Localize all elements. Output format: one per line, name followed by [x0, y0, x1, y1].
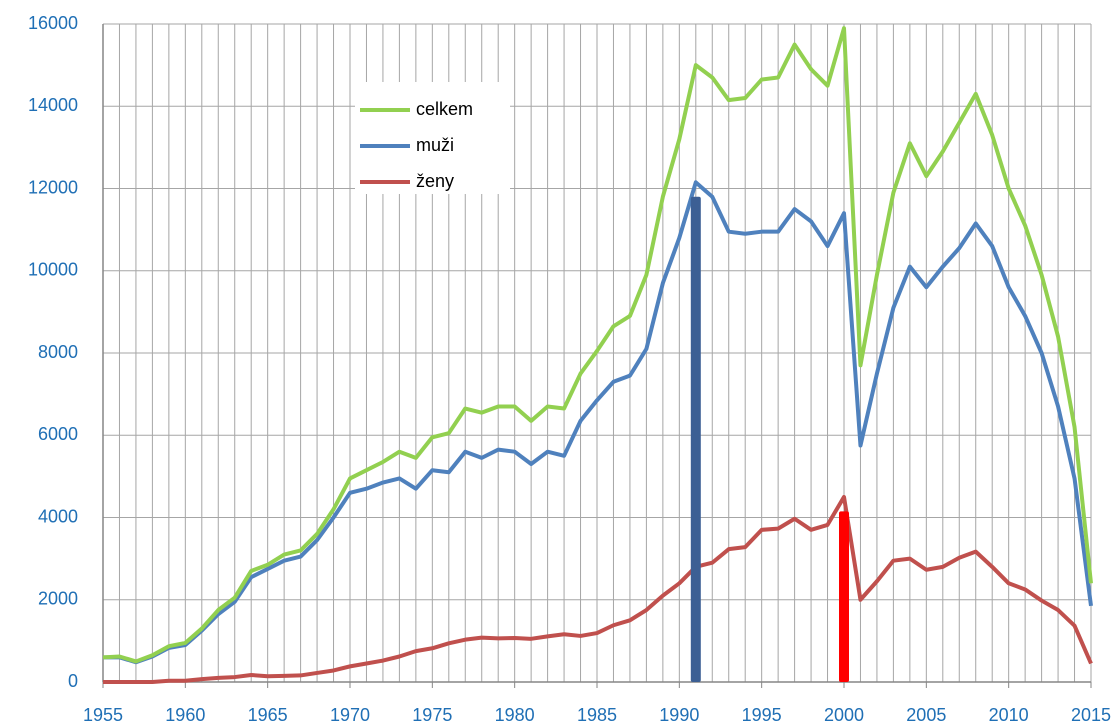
- legend-label: ženy: [416, 171, 454, 191]
- x-tick-label: 2010: [989, 705, 1029, 725]
- x-tick-label: 1990: [659, 705, 699, 725]
- series-line: [102, 26, 1093, 664]
- x-tick-label: 1980: [495, 705, 535, 725]
- y-tick-label: 16000: [28, 13, 78, 33]
- x-tick-label: 1955: [83, 705, 123, 725]
- series-line: [103, 494, 1093, 684]
- y-tick-label: 10000: [28, 260, 78, 280]
- series-line: [103, 180, 1093, 665]
- y-tick-label: 12000: [28, 177, 78, 197]
- y-tick-label: 8000: [38, 342, 78, 362]
- legend: celkem muži ženy: [355, 82, 510, 194]
- x-tick-label: 1970: [330, 705, 370, 725]
- highlight-bar: [690, 196, 701, 682]
- y-tick-label: 4000: [38, 506, 78, 526]
- x-tick-label: 2015: [1071, 705, 1111, 725]
- y-tick-label: 2000: [38, 589, 78, 609]
- y-tick-label: 6000: [38, 424, 78, 444]
- legend-label: muži: [416, 135, 454, 155]
- x-tick-label: 1985: [577, 705, 617, 725]
- legend-box: [355, 82, 510, 194]
- x-tick-label: 1965: [248, 705, 288, 725]
- x-tick-label: 2000: [824, 705, 864, 725]
- y-tick-label: 0: [68, 671, 78, 691]
- x-tick-label: 2005: [906, 705, 946, 725]
- highlight-bar: [839, 511, 849, 682]
- x-tick-label: 1975: [412, 705, 452, 725]
- legend-label: celkem: [416, 99, 473, 119]
- x-tick-label: 1960: [165, 705, 205, 725]
- x-tick-label: 1995: [742, 705, 782, 725]
- y-tick-label: 14000: [28, 95, 78, 115]
